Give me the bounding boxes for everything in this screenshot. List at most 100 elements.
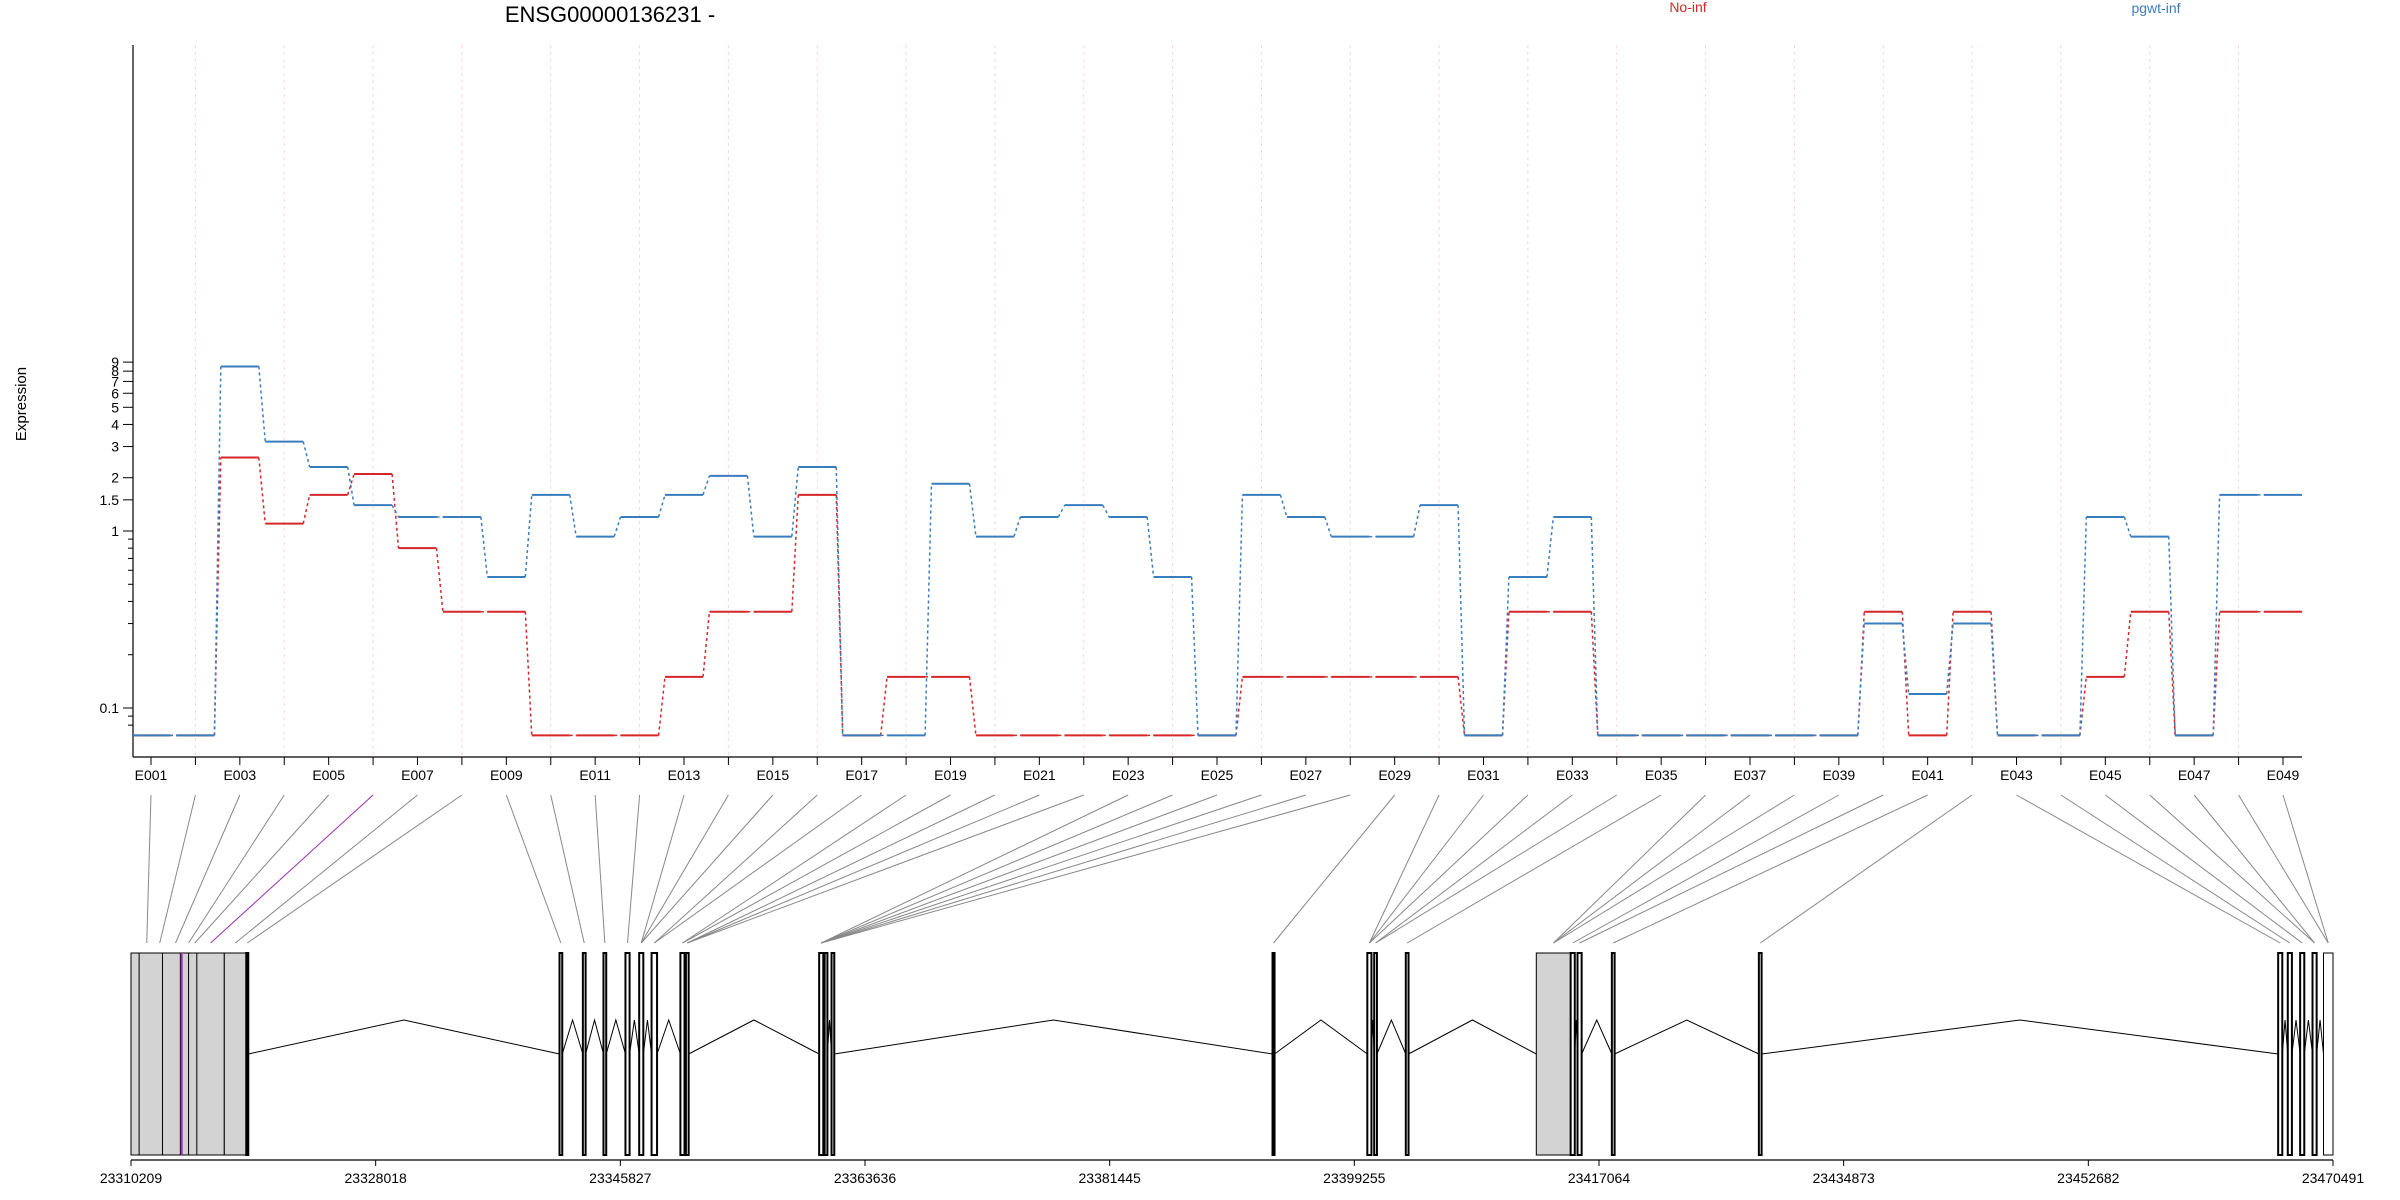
series-connector bbox=[480, 516, 489, 578]
x-tick-label: E039 bbox=[1822, 767, 1855, 783]
intron-line bbox=[1376, 1018, 1407, 1055]
intron-line bbox=[1370, 1019, 1375, 1055]
genome-tick-label: 23399255 bbox=[1323, 1170, 1386, 1186]
x-tick-label: E021 bbox=[1023, 767, 1056, 783]
genome-tick-label: 23345827 bbox=[589, 1170, 652, 1186]
intron-line bbox=[629, 1019, 640, 1055]
series-connector bbox=[835, 466, 844, 736]
genome-tick-label: 23328018 bbox=[345, 1170, 408, 1186]
series-connector bbox=[1857, 623, 1865, 736]
exon-connector-line bbox=[1273, 794, 1396, 944]
series-connector bbox=[879, 676, 888, 736]
series-layer bbox=[132, 365, 2302, 737]
exon-connector-line bbox=[594, 794, 606, 944]
genome-tick-label: 23363636 bbox=[834, 1170, 897, 1186]
exon-connector-line bbox=[682, 794, 951, 944]
x-tick-label: E013 bbox=[668, 767, 701, 783]
gene-model bbox=[130, 952, 2334, 1156]
x-tick-label: E003 bbox=[223, 767, 256, 783]
series-connector bbox=[1901, 623, 1910, 695]
series-connector bbox=[1457, 505, 1466, 736]
intron-line bbox=[561, 1018, 584, 1055]
exon-box bbox=[2286, 952, 2293, 1156]
intron-line bbox=[2291, 1019, 2301, 1055]
x-tick-label: E047 bbox=[2178, 767, 2211, 783]
genome-tick-label: 23470491 bbox=[2302, 1170, 2365, 1186]
exon-connector-line bbox=[1369, 794, 1529, 944]
y-axis-label: Expression bbox=[13, 367, 30, 441]
x-tick-label: E023 bbox=[1112, 767, 1145, 783]
series-connector bbox=[258, 457, 266, 524]
exon-connector-line bbox=[159, 794, 196, 944]
series-connector bbox=[657, 494, 666, 518]
series-connector bbox=[2123, 611, 2132, 677]
series-connector bbox=[302, 441, 311, 468]
exon-box bbox=[1535, 952, 1572, 1156]
intron-line bbox=[1408, 1019, 1537, 1055]
genome-tick-label: 23434873 bbox=[1813, 1170, 1876, 1186]
exon-connector-line bbox=[821, 794, 1129, 944]
exon-connector-line bbox=[1553, 794, 1751, 944]
x-tick-label: E007 bbox=[401, 767, 434, 783]
exon-box bbox=[223, 952, 247, 1156]
exon-connector-line bbox=[821, 794, 1218, 944]
intron-line bbox=[2316, 1019, 2325, 1055]
exon-box bbox=[830, 952, 836, 1156]
exon-connector-line bbox=[1375, 794, 1573, 944]
exon-box bbox=[581, 952, 587, 1156]
y-tick-label: 8 bbox=[111, 363, 119, 379]
y-tick-label: 1.5 bbox=[100, 492, 120, 508]
exon-box bbox=[1366, 952, 1373, 1156]
series-connector bbox=[1102, 504, 1110, 518]
series-connector bbox=[2168, 611, 2176, 736]
chart-title: ENSG00000136231 - bbox=[505, 2, 715, 27]
exon-box bbox=[245, 952, 250, 1156]
x-tick-label: E005 bbox=[312, 767, 345, 783]
exon-connector-line bbox=[2105, 794, 2303, 944]
intron-line bbox=[642, 1019, 653, 1055]
series-connector bbox=[213, 457, 222, 736]
x-tick-label: E019 bbox=[934, 767, 967, 783]
intron-line bbox=[688, 1019, 820, 1055]
series-connector bbox=[1590, 516, 1599, 736]
intron-line bbox=[1581, 1018, 1613, 1055]
series-no-inf bbox=[132, 456, 2302, 737]
series-connector bbox=[1146, 516, 1155, 578]
exon-connector-line bbox=[821, 794, 1351, 944]
intron-line bbox=[248, 1019, 560, 1055]
y-tick-label: 9 bbox=[111, 354, 119, 370]
legend-entry-no-inf: No-inf bbox=[1669, 0, 1706, 15]
exon-box bbox=[1373, 952, 1378, 1156]
exon-connector-line bbox=[682, 794, 907, 944]
x-tick-label: E041 bbox=[1911, 767, 1944, 783]
x-tick-label: E031 bbox=[1467, 767, 1500, 783]
exon-connector-line bbox=[1759, 794, 1973, 944]
series-connector bbox=[791, 494, 799, 612]
exon-connector-line bbox=[1375, 794, 1618, 944]
x-tick-label: E009 bbox=[490, 767, 523, 783]
intron-line bbox=[1274, 1019, 1368, 1055]
exon-box bbox=[1610, 952, 1616, 1156]
exon-box bbox=[1757, 952, 1763, 1156]
intron-line bbox=[1761, 1019, 2279, 1055]
series-connector bbox=[657, 676, 666, 736]
exon-connector-line bbox=[1572, 794, 1840, 944]
exon-connector-line bbox=[2238, 794, 2329, 944]
intron-line bbox=[605, 1018, 626, 1055]
exon-connector-line bbox=[550, 794, 585, 944]
exon-connector-line bbox=[210, 794, 374, 944]
y-tick-label: 5 bbox=[111, 399, 119, 415]
genome-tick-label: 23310209 bbox=[100, 1170, 163, 1186]
exon-connector-line bbox=[640, 794, 729, 944]
series-connector bbox=[924, 483, 933, 736]
series-connector bbox=[524, 611, 533, 736]
series-connector bbox=[1324, 516, 1332, 537]
plot-grid bbox=[194, 45, 2240, 757]
x-tick-label: E037 bbox=[1734, 767, 1767, 783]
x-axis: E001 E003 E005 E007 E009 E011 E013 E015 E017 E019… bbox=[133, 756, 2302, 783]
exon-connector-line bbox=[2016, 794, 2281, 944]
exon-box bbox=[679, 952, 686, 1156]
exon-box bbox=[818, 952, 825, 1156]
exon-connectors bbox=[146, 794, 2329, 944]
